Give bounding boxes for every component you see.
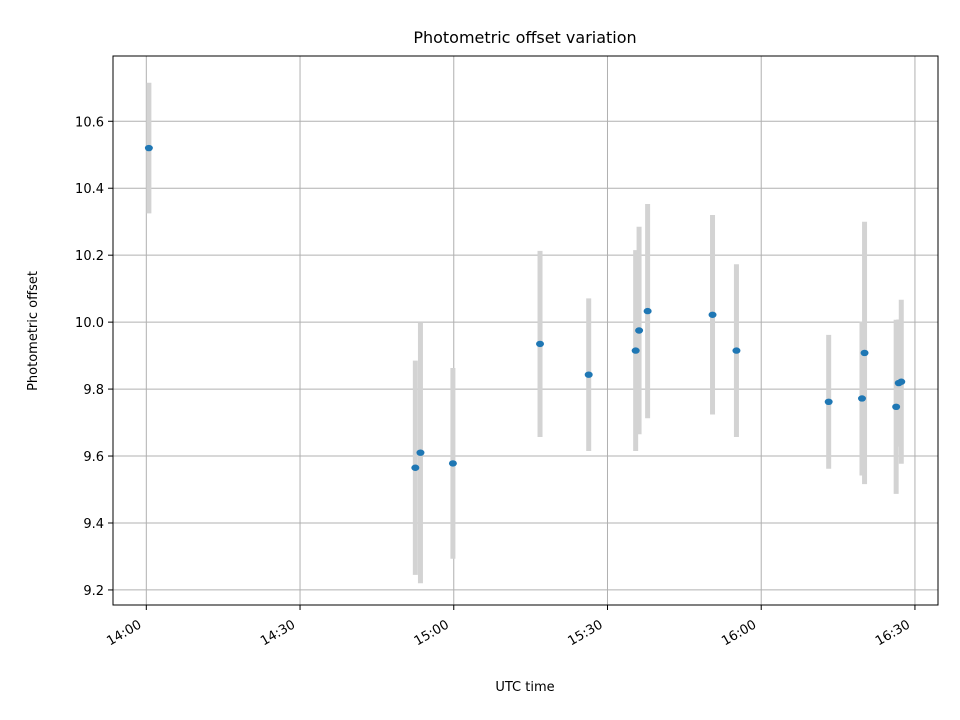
y-axis-label: Photometric offset <box>26 271 41 391</box>
data-point <box>536 340 545 348</box>
y-tick-label: 10.2 <box>75 249 104 264</box>
y-tick-label: 10.0 <box>75 316 104 331</box>
data-point <box>824 398 833 406</box>
data-point <box>144 144 153 152</box>
data-point <box>411 464 420 471</box>
y-tick-label: 9.2 <box>83 584 104 599</box>
data-point <box>584 371 593 378</box>
data-point <box>448 460 457 467</box>
y-tick-label: 9.6 <box>83 450 104 465</box>
data-point <box>892 403 901 411</box>
data-point <box>631 347 640 354</box>
y-tick-label: 9.4 <box>83 517 104 532</box>
data-point <box>732 347 741 354</box>
data-point <box>857 395 866 402</box>
x-axis-label: UTC time <box>495 680 554 695</box>
y-tick-label: 10.4 <box>75 182 104 197</box>
data-point <box>897 378 906 385</box>
data-point <box>416 449 425 456</box>
plot-frame <box>112 55 939 606</box>
data-point <box>708 311 717 318</box>
data-points <box>144 144 906 471</box>
data-point <box>635 327 644 334</box>
data-point <box>860 349 869 357</box>
data-point <box>643 307 652 315</box>
y-tick-label: 9.8 <box>83 383 104 398</box>
y-axis-ticks: 9.2 9.4 9.6 9.8 10.0 10.2 10.4 10.6 <box>75 115 113 599</box>
chart-title: Photometric offset variation <box>413 28 636 47</box>
y-tick-label: 10.6 <box>75 115 104 130</box>
grid-lines <box>113 56 938 605</box>
